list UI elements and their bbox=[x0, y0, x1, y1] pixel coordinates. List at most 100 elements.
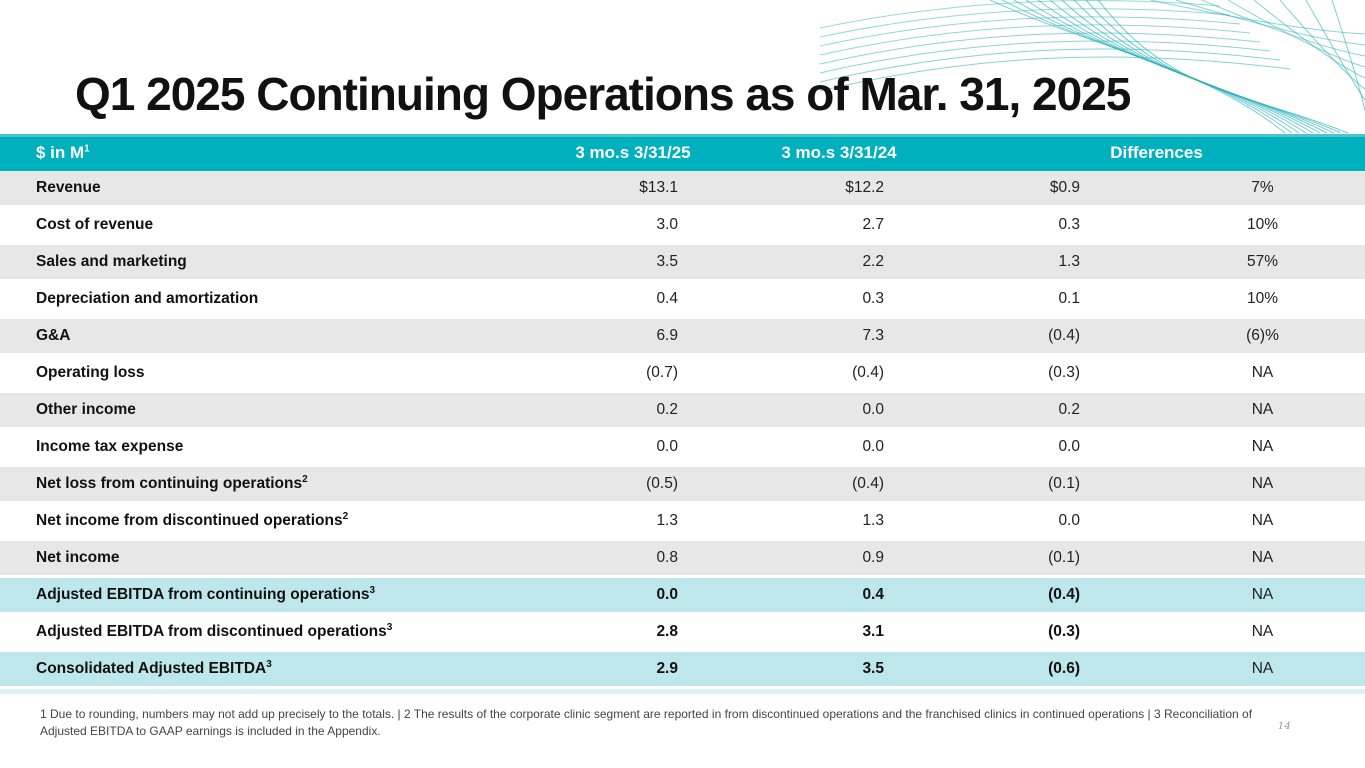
cell-diff-amount: (0.1) bbox=[1048, 549, 1080, 566]
cell-q1-2025: 0.2 bbox=[656, 401, 678, 418]
table-row: Operating loss (0.7) (0.4) (0.3) NA bbox=[0, 356, 1365, 393]
cell-q1-2025: 0.8 bbox=[656, 549, 678, 566]
cell-q1-2024: 2.7 bbox=[862, 216, 884, 233]
header-units-sup: 1 bbox=[84, 142, 90, 154]
header-col-2024: 3 mo.s 3/31/24 bbox=[781, 142, 897, 162]
table-row: Consolidated Adjusted EBITDA3 2.9 3.5 (0… bbox=[0, 652, 1365, 689]
cell-q1-2024: 0.9 bbox=[862, 549, 884, 566]
row-label-sup: 2 bbox=[302, 474, 308, 486]
table-row: Sales and marketing 3.5 2.2 1.3 57% bbox=[0, 245, 1365, 282]
cell-q1-2024: 2.2 bbox=[862, 253, 884, 270]
row-label: Sales and marketing bbox=[0, 252, 510, 271]
cell-diff-percent: 10% bbox=[1246, 216, 1279, 233]
table-body: Revenue $13.1 $12.2 $0.9 7% Cost of reve… bbox=[0, 171, 1365, 689]
table-row: Other income 0.2 0.0 0.2 NA bbox=[0, 393, 1365, 430]
row-label: Net income bbox=[0, 548, 510, 567]
cell-q1-2025: 2.9 bbox=[656, 660, 678, 677]
table-bottom-strip bbox=[0, 689, 1365, 694]
table-row: G&A 6.9 7.3 (0.4) (6)% bbox=[0, 319, 1365, 356]
cell-diff-amount: 0.1 bbox=[1058, 290, 1080, 307]
table-row: Net loss from continuing operations2 (0.… bbox=[0, 467, 1365, 504]
cell-q1-2025: 0.0 bbox=[656, 438, 678, 455]
cell-q1-2024: (0.4) bbox=[852, 364, 884, 381]
row-label: G&A bbox=[0, 326, 510, 345]
row-label-sup: 3 bbox=[386, 622, 393, 634]
cell-diff-percent: NA bbox=[1251, 586, 1274, 603]
row-label-text: Net loss from continuing operations bbox=[36, 475, 303, 493]
cell-diff-amount: 0.2 bbox=[1058, 401, 1080, 418]
row-label-text: Adjusted EBITDA from continuing operatio… bbox=[36, 586, 370, 604]
header-col-2025: 3 mo.s 3/31/25 bbox=[575, 142, 691, 162]
row-label: Cost of revenue bbox=[0, 215, 510, 234]
row-label-text: Sales and marketing bbox=[36, 253, 187, 271]
cell-diff-amount: $0.9 bbox=[1049, 179, 1080, 196]
row-label-text: Other income bbox=[36, 401, 136, 419]
cell-q1-2024: $12.2 bbox=[845, 179, 884, 196]
header-units-text: $ in M bbox=[36, 142, 85, 162]
cell-diff-amount: 0.3 bbox=[1058, 216, 1080, 233]
row-label-sup: 3 bbox=[369, 585, 376, 597]
table-row: Revenue $13.1 $12.2 $0.9 7% bbox=[0, 171, 1365, 208]
row-label-text: Income tax expense bbox=[36, 438, 184, 456]
cell-q1-2024: (0.4) bbox=[852, 475, 884, 492]
row-label: Net loss from continuing operations2 bbox=[0, 474, 510, 493]
row-label: Adjusted EBITDA from continuing operatio… bbox=[0, 585, 510, 604]
cell-diff-amount: (0.3) bbox=[1048, 364, 1080, 381]
cell-q1-2024: 0.0 bbox=[862, 401, 884, 418]
cell-q1-2025: 3.0 bbox=[656, 216, 678, 233]
row-label-text: Revenue bbox=[36, 179, 101, 197]
row-label-text: Net income bbox=[36, 549, 120, 567]
table-row: Depreciation and amortization 0.4 0.3 0.… bbox=[0, 282, 1365, 319]
cell-q1-2024: 3.5 bbox=[862, 660, 884, 677]
table-row: Adjusted EBITDA from discontinued operat… bbox=[0, 615, 1365, 652]
cell-q1-2024: 7.3 bbox=[862, 327, 884, 344]
row-label: Income tax expense bbox=[0, 437, 510, 456]
header-units: $ in M1 bbox=[0, 143, 510, 163]
cell-diff-amount: 1.3 bbox=[1058, 253, 1080, 270]
table-header-row: $ in M1 3 mo.s 3/31/25 3 mo.s 3/31/24 Di… bbox=[0, 134, 1365, 171]
cell-q1-2025: (0.5) bbox=[646, 475, 678, 492]
table-row: Net income 0.8 0.9 (0.1) NA bbox=[0, 541, 1365, 578]
row-label: Other income bbox=[0, 400, 510, 419]
cell-diff-amount: (0.6) bbox=[1048, 660, 1080, 677]
row-label-text: Net income from discontinued operations bbox=[36, 512, 343, 530]
cell-diff-amount: (0.1) bbox=[1048, 475, 1080, 492]
row-label: Adjusted EBITDA from discontinued operat… bbox=[0, 622, 510, 641]
cell-diff-amount: (0.3) bbox=[1048, 623, 1080, 640]
row-label-text: Adjusted EBITDA from discontinued operat… bbox=[36, 623, 387, 641]
row-label-text: G&A bbox=[36, 327, 71, 345]
cell-q1-2025: 0.4 bbox=[656, 290, 678, 307]
cell-diff-amount: (0.4) bbox=[1048, 327, 1080, 344]
table-row: Adjusted EBITDA from continuing operatio… bbox=[0, 578, 1365, 615]
header-col-differences: Differences bbox=[1110, 142, 1203, 162]
row-label-text: Operating loss bbox=[36, 364, 145, 382]
cell-q1-2025: 6.9 bbox=[656, 327, 678, 344]
cell-q1-2025: $13.1 bbox=[639, 179, 678, 196]
page-number: 14 bbox=[1277, 720, 1291, 732]
row-label-text: Consolidated Adjusted EBITDA bbox=[36, 660, 267, 678]
financials-table: $ in M1 3 mo.s 3/31/25 3 mo.s 3/31/24 Di… bbox=[0, 134, 1365, 694]
cell-q1-2025: 2.8 bbox=[656, 623, 678, 640]
cell-q1-2024: 1.3 bbox=[862, 512, 884, 529]
row-label-text: Depreciation and amortization bbox=[36, 290, 259, 308]
cell-q1-2025: 1.3 bbox=[656, 512, 678, 529]
cell-q1-2024: 0.3 bbox=[862, 290, 884, 307]
cell-diff-percent: NA bbox=[1251, 549, 1274, 566]
row-label: Operating loss bbox=[0, 363, 510, 382]
cell-q1-2024: 0.4 bbox=[862, 586, 884, 603]
cell-diff-percent: NA bbox=[1251, 475, 1274, 492]
cell-q1-2025: (0.7) bbox=[646, 364, 678, 381]
cell-diff-percent: NA bbox=[1251, 623, 1274, 640]
row-label-sup: 3 bbox=[266, 659, 272, 671]
cell-diff-percent: 7% bbox=[1251, 179, 1274, 196]
table-row: Income tax expense 0.0 0.0 0.0 NA bbox=[0, 430, 1365, 467]
row-label-sup: 2 bbox=[342, 511, 349, 523]
cell-q1-2025: 3.5 bbox=[656, 253, 678, 270]
table-row: Net income from discontinued operations2… bbox=[0, 504, 1365, 541]
cell-diff-percent: NA bbox=[1251, 364, 1274, 381]
row-label: Consolidated Adjusted EBITDA3 bbox=[0, 659, 510, 678]
cell-diff-percent: NA bbox=[1251, 401, 1274, 418]
cell-q1-2024: 0.0 bbox=[862, 438, 884, 455]
cell-diff-percent: 57% bbox=[1246, 253, 1279, 270]
cell-q1-2024: 3.1 bbox=[862, 623, 884, 640]
